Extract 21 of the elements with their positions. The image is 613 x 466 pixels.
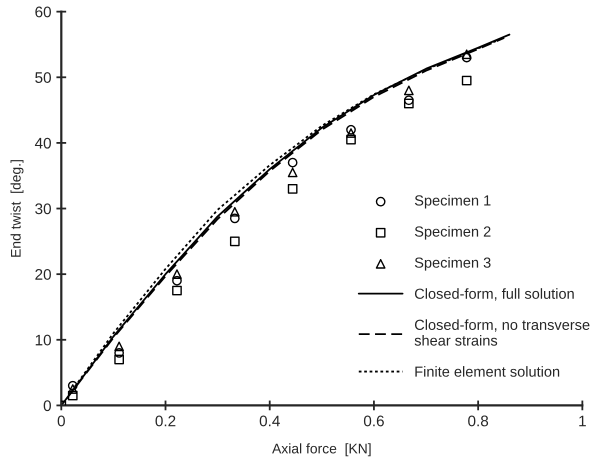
x-tick-label: 0 (58, 416, 65, 426)
legend-label: Specimen 3 (414, 257, 491, 271)
y-tick-label: 60 (35, 6, 51, 18)
y-tick-label: 20 (35, 269, 51, 280)
y-tick-label: 50 (35, 72, 51, 83)
y-tick-label: 40 (34, 138, 51, 149)
legend-label: Closed-form, full solution (414, 288, 574, 301)
y-axis-title: End twist [deg.] (10, 160, 24, 257)
x-axis-title: Axial force [KN] (272, 443, 371, 456)
x-tick-label: 0.6 (364, 416, 384, 426)
legend-label: Specimen 2 (414, 226, 490, 240)
x-tick-label: 0.2 (155, 416, 176, 426)
legend-label: Closed-form, no transverse shear strains (414, 319, 590, 346)
x-tick-label: 0.8 (468, 416, 488, 426)
y-tick-label: 0 (44, 400, 51, 412)
x-tick-label: 0.4 (260, 416, 280, 426)
legend-label: Finite element solution (415, 366, 560, 377)
y-tick-label: 10 (36, 334, 51, 346)
legend-label: Specimen 1 (414, 194, 491, 208)
y-tick-label: 30 (35, 203, 51, 214)
x-tick-label: 1 (579, 416, 586, 426)
